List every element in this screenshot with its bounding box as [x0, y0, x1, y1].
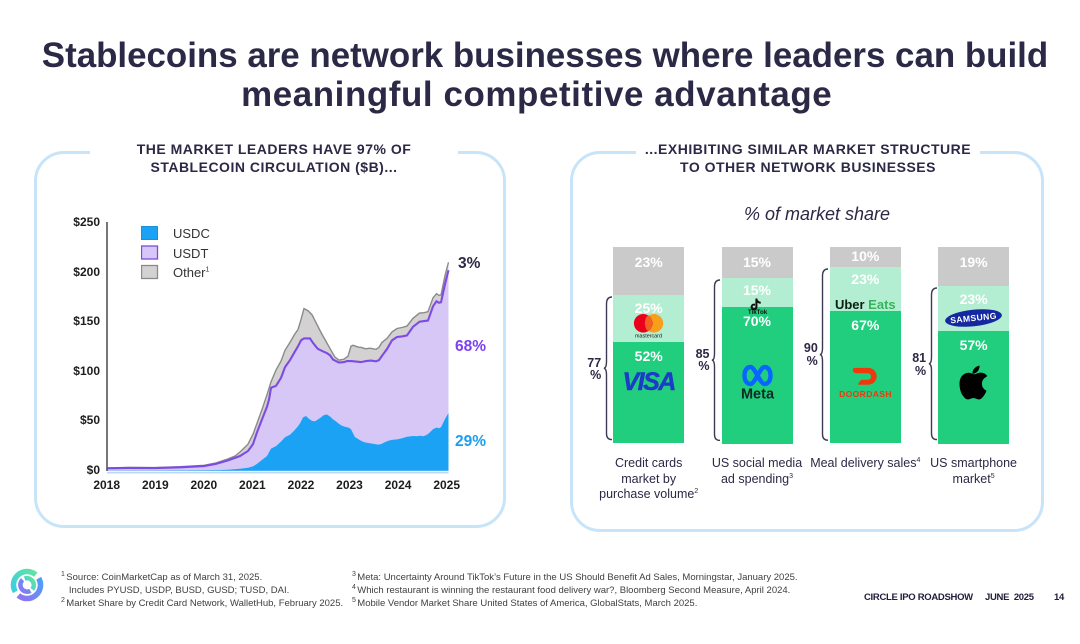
svg-text:Meta: Meta: [740, 387, 774, 403]
svg-text:DOORDASH: DOORDASH: [839, 389, 892, 399]
svg-text:mastercard: mastercard: [635, 333, 662, 339]
svg-text:SAMSUNG: SAMSUNG: [950, 310, 998, 325]
svg-text:TikTok: TikTok: [747, 308, 767, 315]
